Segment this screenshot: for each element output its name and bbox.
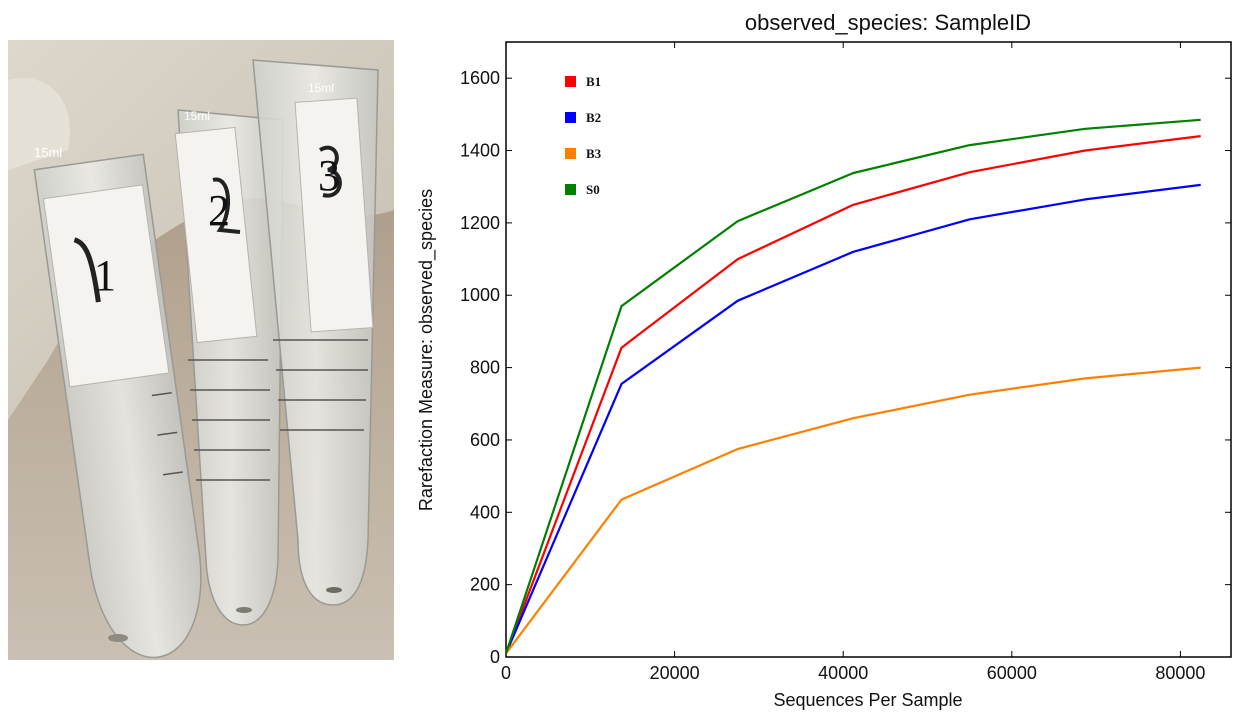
chart-title: observed_species: SampleID: [745, 10, 1031, 35]
chart-svg: observed_species: SampleID 0 20000 40000 60…: [416, 10, 1232, 710]
plot-frame: [505, 41, 1232, 658]
legend-swatch-b3: [565, 148, 576, 159]
x-axis-label: Sequences Per Sample: [773, 690, 962, 710]
legend-label-b3: B3: [586, 146, 602, 161]
y-tick-label: 200: [470, 575, 500, 595]
x-tick-label: 60000: [987, 663, 1037, 683]
legend-swatch-s0: [565, 184, 576, 195]
x-tick-label: 40000: [818, 663, 868, 683]
tube-2-label: 2: [208, 186, 230, 235]
rarefaction-chart: observed_species: SampleID 0 20000 40000 60…: [398, 0, 1235, 712]
y-axis-label: Rarefaction Measure: observed_species: [416, 189, 437, 511]
tube-1-label: 1: [94, 251, 116, 300]
series-line-b2: [504, 183, 1201, 654]
axis-ticks: 0 20000 40000 60000 80000 0 200 400 600 800 1000 12…: [460, 42, 1231, 683]
y-tick-label: 1000: [460, 285, 500, 305]
legend: B1 B2 B3 S0: [565, 74, 602, 197]
y-tick-label: 1600: [460, 68, 500, 88]
series-line-b1: [504, 135, 1201, 654]
y-tick-label: 600: [470, 430, 500, 450]
tubes-photo-graphic: [8, 40, 394, 660]
x-tick-label: 20000: [650, 663, 700, 683]
y-tick-label: 800: [470, 358, 500, 378]
series-line-s0: [504, 118, 1201, 654]
series-line-b3: [505, 366, 1201, 655]
tube-labels: 15ml 1 15ml 2 15ml 3: [34, 81, 340, 300]
x-tick-label: 0: [501, 663, 511, 683]
legend-label-s0: S0: [586, 182, 600, 197]
series-lines: [504, 118, 1201, 655]
legend-swatch-b1: [565, 76, 576, 87]
tube-2-volume-mark: 15ml: [184, 109, 210, 123]
legend-label-b2: B2: [586, 110, 601, 125]
y-tick-label: 1400: [460, 141, 500, 161]
x-tick-label: 80000: [1155, 663, 1205, 683]
legend-swatch-b2: [565, 112, 576, 123]
tube-3-volume-mark: 15ml: [308, 81, 334, 95]
tube-3-label: 3: [318, 151, 340, 200]
tubes-photo: 15ml 1 15ml 2 15ml 3: [8, 40, 394, 660]
y-tick-label: 400: [470, 502, 500, 522]
legend-label-b1: B1: [586, 74, 601, 89]
y-tick-label: 1200: [460, 213, 500, 233]
tube-1-volume-mark: 15ml: [34, 145, 62, 160]
y-tick-label: 0: [490, 647, 500, 667]
